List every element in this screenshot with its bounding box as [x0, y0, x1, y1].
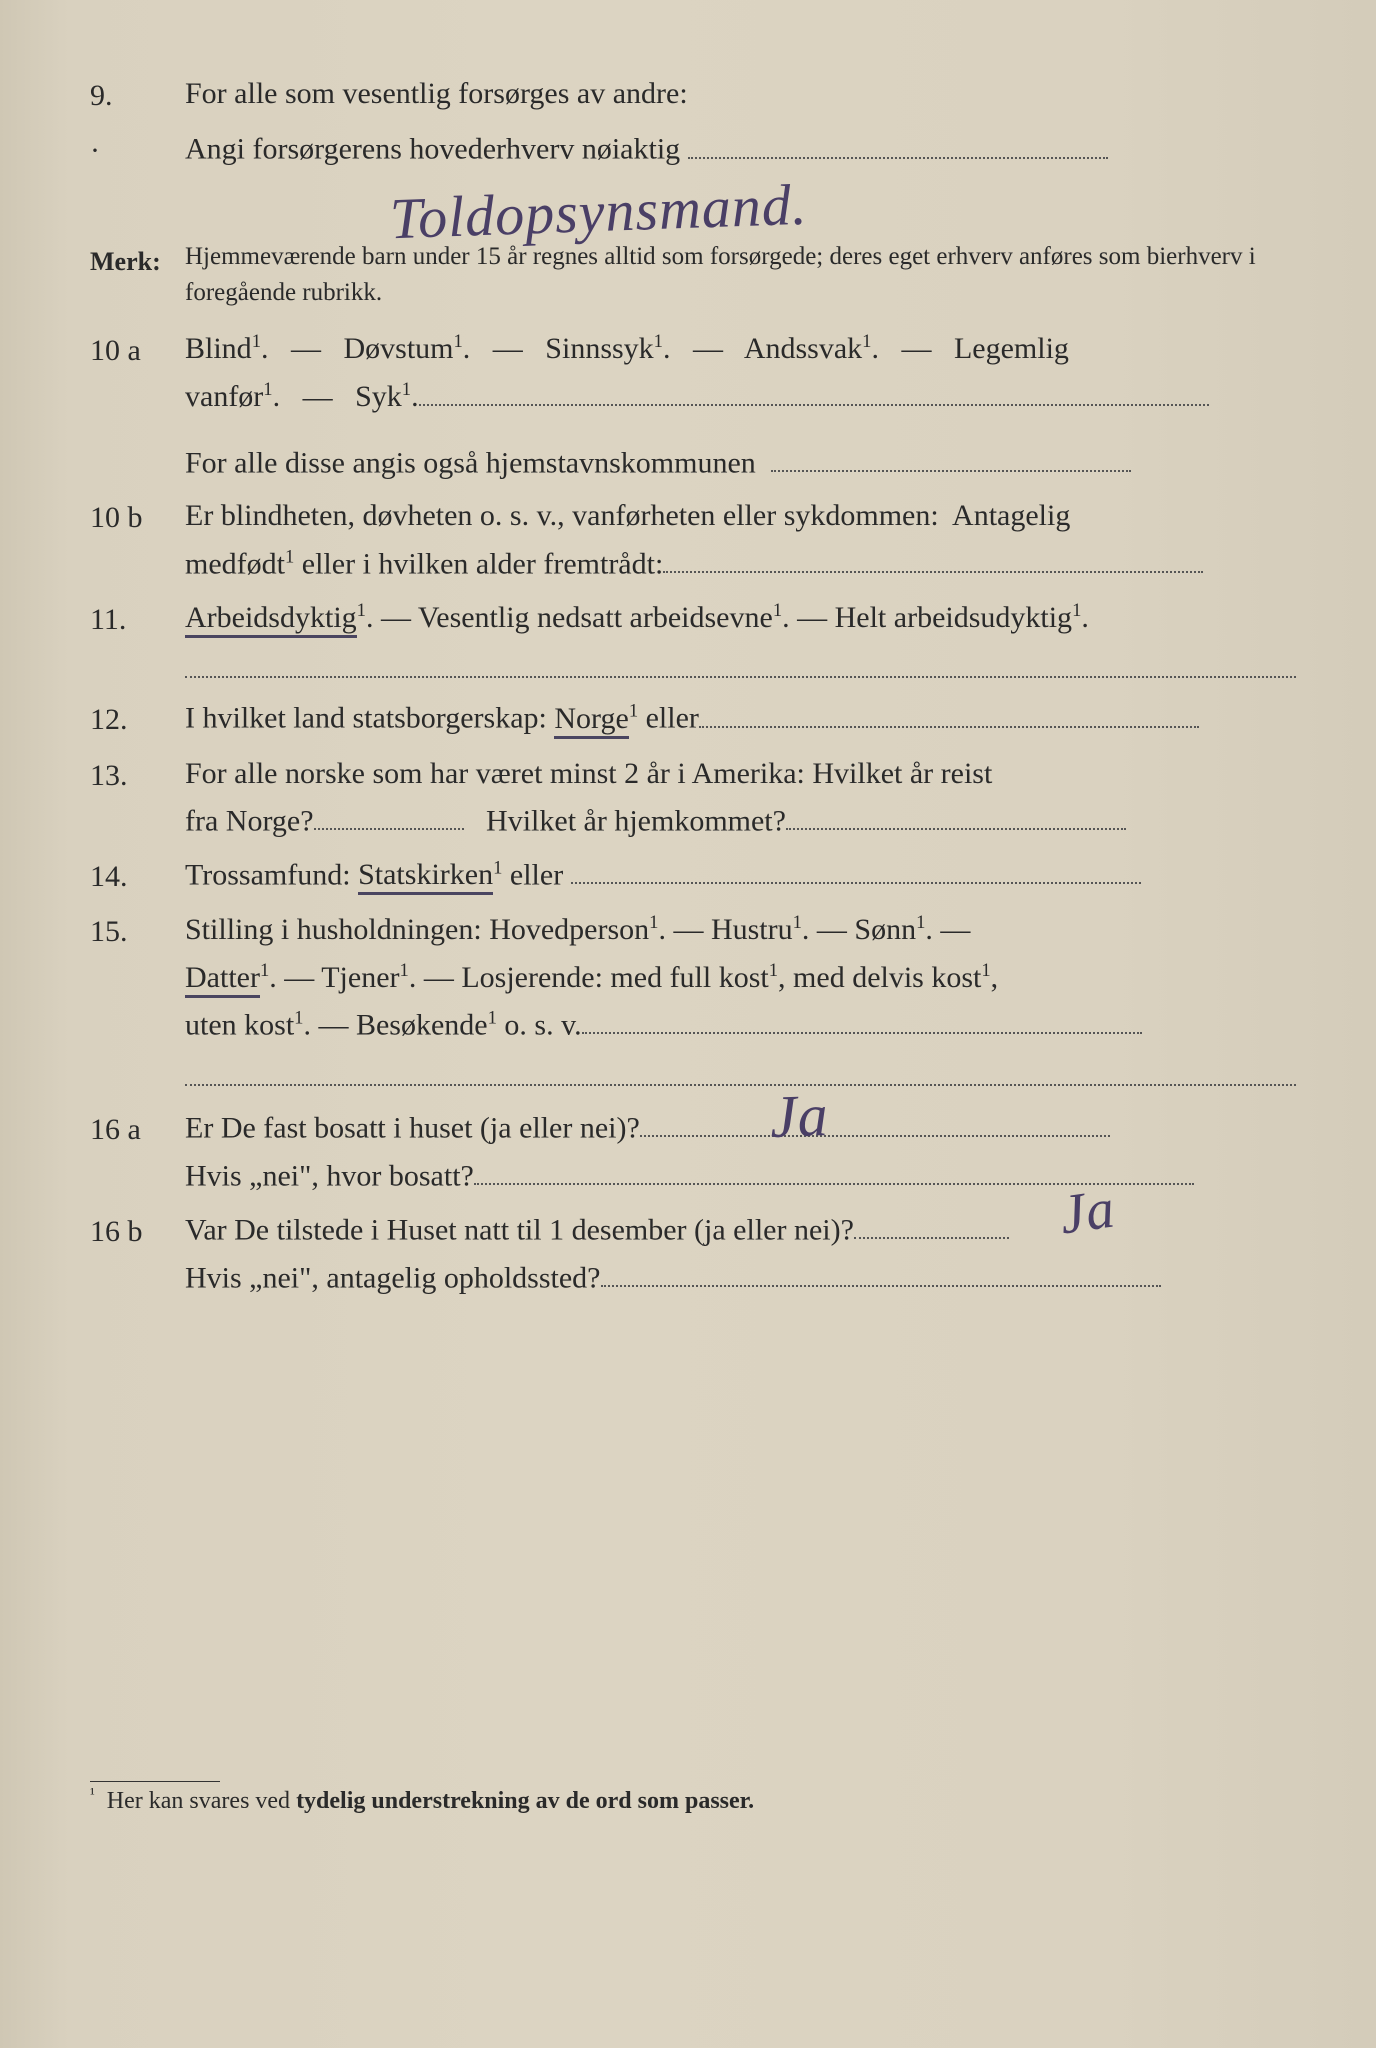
- opt-andssvak: Andssvak1.: [744, 332, 879, 365]
- q12-number: 12.: [90, 694, 185, 743]
- q12-b: eller: [638, 702, 699, 735]
- question-16a: 16 a Er De fast bosatt i huset (ja eller…: [90, 1104, 1296, 1200]
- fill-line: [771, 439, 1131, 473]
- fill-line: [571, 851, 1141, 885]
- q13-line1: For alle norske som har været minst 2 år…: [185, 757, 992, 790]
- q11-b: — Vesentlig nedsatt arbeidsevne: [373, 601, 772, 634]
- opt-vanfor: vanfør1.: [185, 380, 280, 413]
- q16b-q1: Var De tilstede i Huset natt til 1 desem…: [185, 1213, 854, 1246]
- fill-line: [786, 797, 1126, 831]
- opt-dovstum: Døvstum1.: [343, 332, 470, 365]
- q10a-body: Blind1. — Døvstum1. — Sinnssyk1. — Andss…: [185, 325, 1296, 486]
- q9-line2b: ens hovederhverv nøiaktig: [362, 133, 680, 166]
- q16b-handwritten-answer: Ja: [1056, 1176, 1119, 1247]
- q15-c: — Sønn: [809, 913, 916, 946]
- question-15: 15. Stilling i husholdningen: Hovedperso…: [90, 906, 1296, 1086]
- q16a-number: 16 a: [90, 1104, 185, 1153]
- opt-sinnssyk: Sinnssyk1.: [545, 332, 670, 365]
- q12-a: I hvilket land statsborgerskap:: [185, 702, 554, 735]
- question-10a: 10 a Blind1. — Døvstum1. — Sinnssyk1. — …: [90, 325, 1296, 486]
- fill-line: [601, 1254, 1161, 1288]
- fill-line: [854, 1206, 1009, 1240]
- q15-body: Stilling i husholdningen: Hovedperson1. …: [185, 906, 1296, 1086]
- fill-line: [699, 694, 1199, 728]
- q14-a: Trossamfund:: [185, 858, 358, 891]
- fill-line: [185, 675, 1296, 678]
- merk-note: Merk: Hjemmeværende barn under 15 år reg…: [90, 239, 1296, 312]
- bullet: ·: [90, 125, 185, 174]
- footnote-rule: [90, 1781, 220, 1782]
- q15-i: — Besøkende: [311, 1008, 488, 1041]
- q9-line1: For alle som vesentlig forsørges av andr…: [185, 70, 1296, 117]
- q15-h: uten kost: [185, 1008, 294, 1041]
- q16b-q2: Hvis „nei", antagelig opholdssted?: [185, 1261, 601, 1294]
- q9-number: 9.: [90, 70, 185, 119]
- q15-d: —: [933, 913, 971, 946]
- footnote-marker: ¹: [90, 1786, 95, 1803]
- q16b-body: Var De tilstede i Huset natt til 1 desem…: [185, 1206, 1296, 1302]
- q9-fill-line: [688, 125, 1108, 159]
- q9-line2: Angi forsørgerens hovederhverv nøiaktig: [185, 125, 1296, 173]
- q15-a: Stilling i husholdningen: Hovedperson: [185, 913, 649, 946]
- fill-line: [640, 1104, 1110, 1138]
- opt-syk: Syk1.: [355, 380, 418, 413]
- q16a-q1: Er De fast bosatt i huset (ja eller nei)…: [185, 1111, 640, 1144]
- fill-line: [663, 540, 1203, 574]
- q11-body: Arbeidsdyktig1. — Vesentlig nedsatt arbe…: [185, 594, 1296, 678]
- q10a-line2: For alle disse angis også hjemstavnskomm…: [185, 446, 756, 479]
- opt-legemlig: Legemlig: [954, 332, 1069, 365]
- fill-line: [314, 797, 464, 831]
- q16a-q2: Hvis „nei", hvor bosatt?: [185, 1159, 474, 1192]
- q13-body: For alle norske som har været minst 2 år…: [185, 750, 1296, 845]
- question-11: 11. Arbeidsdyktig1. — Vesentlig nedsatt …: [90, 594, 1296, 678]
- q16b-number: 16 b: [90, 1206, 185, 1255]
- q14-number: 14.: [90, 851, 185, 900]
- merk-text: Hjemmeværende barn under 15 år regnes al…: [185, 239, 1296, 312]
- footnote: ¹ Her kan svares ved tydelig understrekn…: [90, 1788, 1296, 1815]
- census-form-page: 9. For alle som vesentlig forsørges av a…: [0, 0, 1376, 2048]
- q11-arbeidsdyktig: Arbeidsdyktig: [185, 601, 357, 638]
- q10b-body: Er blindheten, døvheten o. s. v., vanfør…: [185, 492, 1296, 587]
- question-13: 13. For alle norske som har været minst …: [90, 750, 1296, 845]
- q14-body: Trossamfund: Statskirken1 eller: [185, 851, 1296, 899]
- question-9: 9. For alle som vesentlig forsørges av a…: [90, 70, 1296, 175]
- q13-line2b: Hvilket år hjemkommet?: [486, 804, 786, 837]
- q15-number: 15.: [90, 906, 185, 955]
- question-14: 14. Trossamfund: Statskirken1 eller: [90, 851, 1296, 900]
- q13-number: 13.: [90, 750, 185, 799]
- q15-datter: Datter: [185, 961, 260, 998]
- q16a-handwritten-answer: Ja: [769, 1081, 830, 1152]
- q12-body: I hvilket land statsborgerskap: Norge1 e…: [185, 694, 1296, 742]
- q11-number: 11.: [90, 594, 185, 643]
- q10a-number: 10 a: [90, 325, 185, 374]
- q15-e: — Tjener: [277, 961, 400, 994]
- q12-norge: Norge: [554, 702, 628, 739]
- q16a-body: Er De fast bosatt i huset (ja eller nei)…: [185, 1104, 1296, 1200]
- question-12: 12. I hvilket land statsborgerskap: Norg…: [90, 694, 1296, 743]
- question-10b: 10 b Er blindheten, døvheten o. s. v., v…: [90, 492, 1296, 587]
- fill-line: [582, 1001, 1142, 1035]
- q15-j: o. s. v.: [497, 1008, 582, 1041]
- q13-line2a: fra Norge?: [185, 804, 314, 837]
- q11-c: — Helt arbeidsudyktig: [790, 601, 1072, 634]
- q14-statskirken: Statskirken: [358, 858, 493, 895]
- q10b-number: 10 b: [90, 492, 185, 541]
- q14-b: eller: [502, 858, 563, 891]
- merk-label: Merk:: [90, 239, 185, 282]
- question-16b: 16 b Var De tilstede i Huset natt til 1 …: [90, 1206, 1296, 1302]
- q15-g: , med delvis kost: [778, 961, 981, 994]
- opt-blind: Blind1.: [185, 332, 268, 365]
- q9-line2a: Angi forsørger: [185, 133, 362, 166]
- q15-b: — Hustru: [666, 913, 793, 946]
- fill-line: [185, 1083, 1296, 1086]
- q15-f: — Losjerende: med full kost: [416, 961, 768, 994]
- fill-line: [419, 373, 1209, 407]
